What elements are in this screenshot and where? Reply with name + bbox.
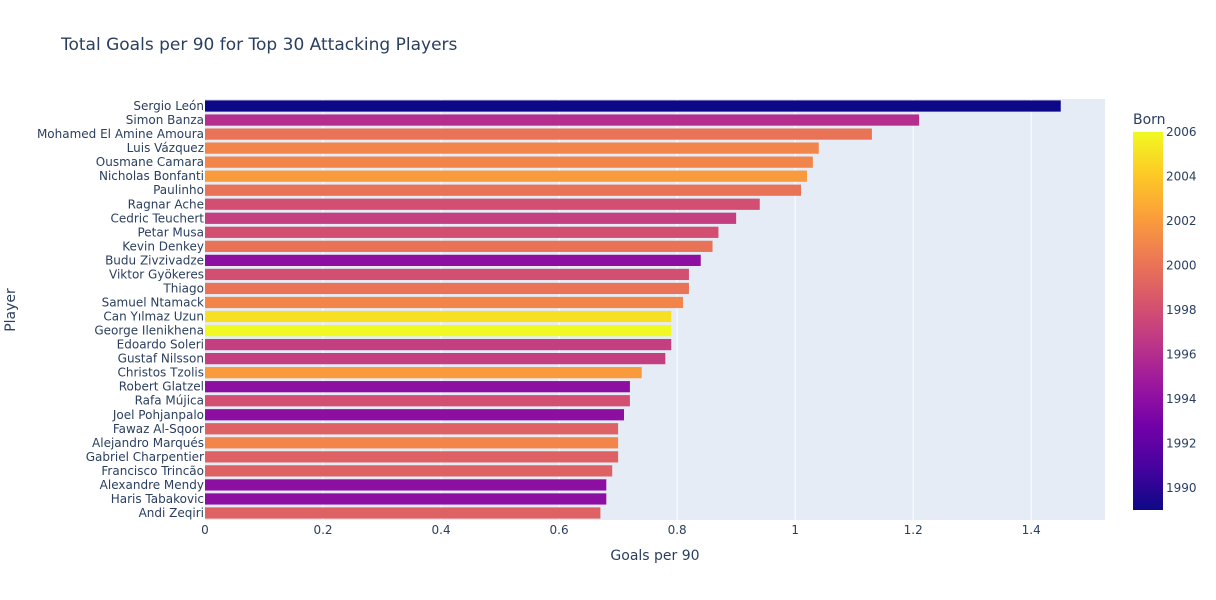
bar-21	[205, 395, 630, 407]
y-tick-label-5: Nicholas Bonfanti	[99, 169, 204, 183]
bar-16	[205, 324, 672, 337]
y-tick-label-27: Alexandre Mendy	[100, 478, 204, 492]
y-tick-label-22: Joel Pohjanpalo	[112, 408, 204, 422]
y-tick-label-6: Paulinho	[153, 183, 204, 197]
x-tick-label-4: 0.8	[668, 523, 687, 537]
bar-12	[205, 268, 689, 281]
bar-24	[205, 437, 619, 449]
bar-9	[205, 226, 719, 238]
x-tick-label-6: 1.2	[904, 523, 923, 537]
y-tick-label-9: Petar Musa	[137, 225, 204, 239]
bar-25	[205, 451, 619, 463]
y-tick-label-1: Simon Banza	[126, 113, 204, 127]
x-axis-title: Goals per 90	[610, 548, 699, 564]
colorbar-gradient	[1133, 132, 1163, 510]
y-tick-label-3: Luis Vázquez	[127, 141, 204, 155]
bar-29	[205, 507, 601, 519]
bar-17	[205, 338, 672, 351]
colorbar-tick-label-8: 2006	[1166, 125, 1197, 139]
colorbar-tick-label-4: 1998	[1166, 303, 1197, 317]
gridlines	[322, 99, 1032, 520]
x-tick-label-1: 0.2	[313, 523, 332, 537]
y-tick-label-26: Francisco Trincão	[101, 464, 204, 478]
y-tick-label-28: Haris Tabakovic	[111, 492, 204, 506]
colorbar-tick-label-6: 2002	[1166, 214, 1197, 228]
colorbar-tick-label-5: 2000	[1166, 258, 1197, 272]
x-tick-label-5: 1	[791, 523, 799, 537]
bar-11	[205, 254, 701, 266]
y-tick-label-12: Viktor Gyökeres	[109, 267, 204, 281]
y-tick-label-13: Thiago	[162, 281, 204, 295]
y-tick-label-15: Can Yılmaz Uzun	[103, 310, 204, 324]
bar-18	[205, 353, 666, 365]
bar-20	[205, 381, 630, 393]
colorbar-tick-label-7: 2004	[1166, 169, 1197, 183]
x-tick-label-3: 0.6	[550, 523, 569, 537]
y-tick-label-16: George Ilenikhena	[94, 324, 204, 338]
y-tick-label-29: Andi Zeqiri	[139, 506, 204, 520]
y-tick-label-24: Alejandro Marqués	[92, 436, 204, 450]
y-tick-label-10: Kevin Denkey	[122, 239, 204, 253]
y-tick-label-17: Edoardo Soleri	[117, 338, 204, 352]
bar-19	[205, 367, 642, 379]
y-axis-title: Player	[3, 288, 19, 332]
y-tick-label-7: Ragnar Ache	[128, 197, 204, 211]
y-tick-label-21: Rafa Mújica	[135, 394, 204, 408]
bar-14	[205, 296, 684, 309]
bars	[205, 100, 1061, 519]
bar-27	[205, 479, 607, 491]
bar-5	[205, 170, 807, 182]
bar-13	[205, 282, 689, 295]
x-axis-ticks: 0 0.2 0.4 0.6 0.8 1 1.2 1.4	[201, 523, 1041, 537]
colorbar-tick-label-3: 1996	[1166, 347, 1197, 361]
bar-28	[205, 493, 607, 505]
bar-4	[205, 156, 813, 168]
bar-1	[205, 114, 920, 126]
colorbar-tick-label-2: 1994	[1166, 392, 1197, 406]
colorbar-tick-label-0: 1990	[1166, 481, 1197, 495]
chart-title: Total Goals per 90 for Top 30 Attacking …	[60, 35, 458, 55]
y-tick-label-14: Samuel Ntamack	[102, 295, 204, 309]
x-tick-label-0: 0	[201, 523, 209, 537]
bar-2	[205, 128, 872, 140]
y-tick-label-8: Cedric Teuchert	[110, 211, 204, 225]
bar-3	[205, 142, 819, 154]
colorbar: Born 1990 1992 1994 1996 1998 2000 2002 2004 200…	[1133, 112, 1197, 510]
colorbar-ticks: 1990 1992 1994 1996 1998 2000 2002 2004 2006	[1166, 125, 1197, 495]
colorbar-title: Born	[1133, 112, 1166, 128]
bar-8	[205, 212, 737, 224]
bar-23	[205, 423, 619, 435]
bar-6	[205, 184, 802, 196]
plot-background	[205, 99, 1105, 520]
y-tick-label-2: Mohamed El Amine Amoura	[37, 127, 204, 141]
y-tick-label-0: Sergio León	[133, 99, 204, 113]
y-tick-label-25: Gabriel Charpentier	[86, 450, 204, 464]
y-tick-label-19: Christos Tzolis	[117, 366, 204, 380]
y-tick-label-11: Budu Zivzivadze	[105, 253, 204, 267]
y-tick-label-4: Ousmane Camara	[96, 155, 204, 169]
bar-15	[205, 310, 672, 323]
bar-26	[205, 465, 613, 477]
bar-22	[205, 409, 625, 421]
bar-7	[205, 198, 760, 210]
bar-10	[205, 240, 713, 252]
y-tick-label-18: Gustaf Nilsson	[118, 352, 204, 366]
x-tick-label-2: 0.4	[432, 523, 451, 537]
y-tick-label-20: Robert Glatzel	[119, 380, 204, 394]
y-tick-label-23: Fawaz Al-Sqoor	[113, 422, 204, 436]
colorbar-tick-label-1: 1992	[1166, 436, 1197, 450]
bar-0	[205, 100, 1061, 112]
x-tick-label-7: 1.4	[1022, 523, 1041, 537]
